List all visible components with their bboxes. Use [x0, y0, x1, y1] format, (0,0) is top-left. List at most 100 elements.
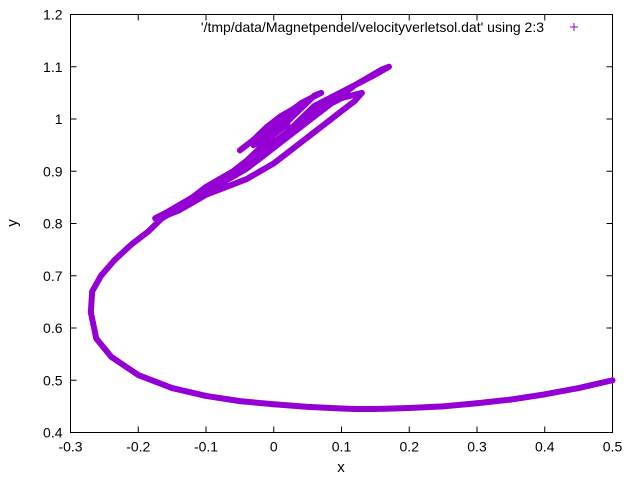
legend: '/tmp/data/Magnetpendel/velocityverletso…: [201, 19, 578, 35]
series-points: [87, 63, 616, 412]
data-point: [372, 405, 379, 412]
data-point: [250, 136, 257, 143]
series-trajectory: [87, 63, 616, 412]
y-tick-label: 0.6: [43, 320, 63, 336]
data-point: [189, 194, 196, 201]
data-point: [97, 272, 104, 279]
data-point: [111, 257, 118, 264]
data-point: [352, 405, 359, 412]
plot-frame: [70, 14, 613, 433]
data-point: [230, 173, 237, 180]
data-point: [474, 400, 480, 407]
x-tick-label: 0: [270, 439, 278, 455]
data-point: [175, 207, 182, 214]
data-point: [236, 398, 243, 405]
data-point: [358, 89, 365, 96]
data-point: [87, 309, 94, 316]
data-point: [284, 110, 291, 117]
data-point: [304, 97, 311, 104]
data-point: [230, 168, 237, 175]
data-point: [338, 108, 345, 115]
y-tick-label: 0.7: [43, 268, 63, 284]
data-point: [406, 404, 413, 411]
data-point: [311, 113, 318, 120]
data-point: [311, 92, 318, 99]
y-axis-label: y: [4, 219, 21, 227]
data-point: [152, 215, 159, 222]
data-point: [270, 121, 277, 128]
data-point: [297, 105, 304, 112]
data-point: [250, 157, 257, 164]
data-point: [291, 110, 298, 117]
data-point: [379, 66, 386, 73]
legend-label: '/tmp/data/Magnetpendel/velocityverletso…: [201, 19, 544, 35]
y-tick-label: 1.1: [43, 59, 63, 75]
data-point: [609, 377, 616, 384]
data-point: [318, 89, 325, 96]
data-point: [277, 136, 284, 143]
data-point: [216, 186, 223, 193]
data-point: [89, 288, 96, 295]
data-point: [541, 391, 548, 398]
data-point: [263, 147, 270, 154]
data-point: [291, 126, 298, 133]
data-point: [270, 160, 277, 167]
data-point: [263, 123, 270, 130]
data-point: [270, 131, 277, 138]
data-point: [297, 139, 304, 146]
data-point: [175, 202, 182, 209]
data-point: [216, 181, 223, 188]
data-point: [93, 335, 100, 342]
data-point: [304, 116, 311, 122]
y-tick-label: 0.9: [43, 163, 63, 179]
data-point: [257, 144, 264, 151]
data-point: [352, 97, 359, 104]
data-point: [277, 121, 284, 128]
data-point: [297, 116, 304, 122]
data-point: [507, 396, 514, 403]
x-tick-label: 0.1: [332, 439, 352, 455]
data-point: [257, 149, 264, 156]
data-point: [304, 403, 311, 410]
data-point: [257, 131, 264, 138]
x-tick-label: -0.1: [194, 439, 218, 455]
data-point: [365, 74, 372, 81]
data-point: [243, 142, 250, 149]
data-point: [277, 113, 284, 120]
data-point: [372, 71, 379, 78]
data-point: [263, 131, 270, 138]
y-tick-label: 0.8: [43, 216, 63, 232]
data-point: [230, 181, 237, 188]
data-point: [243, 176, 250, 183]
x-tick-label: 0.4: [535, 439, 555, 455]
x-axis-ticks: -0.3 -0.2 -0.1 0 0.1 0.2 0.3 0.4 0.5: [58, 14, 623, 455]
data-point: [440, 403, 447, 410]
data-point: [284, 134, 291, 141]
data-point: [203, 183, 209, 190]
y-tick-label: 1: [55, 111, 63, 127]
data-point: [270, 139, 277, 146]
y-axis-ticks: 0.4 0.5 0.6 0.7 0.8 0.9 1 1.1 1.2: [43, 7, 613, 441]
data-point: [297, 100, 304, 107]
data-point: [270, 401, 277, 408]
data-point: [338, 95, 345, 102]
data-point: [311, 129, 318, 136]
data-point: [385, 63, 392, 70]
data-point: [324, 102, 331, 109]
y-tick-label: 0.4: [43, 425, 63, 441]
data-point: [203, 191, 209, 198]
data-point: [291, 105, 298, 112]
y-tick-label: 0.5: [43, 372, 63, 388]
data-point: [145, 228, 152, 235]
data-point: [162, 212, 169, 219]
data-point: [257, 168, 264, 175]
x-axis-label: x: [337, 459, 345, 476]
x-tick-label: 0.5: [603, 439, 623, 455]
data-point: [108, 353, 115, 360]
data-point: [338, 405, 345, 412]
data-point: [324, 118, 331, 125]
legend-marker-icon: [570, 23, 578, 31]
data-point: [189, 199, 196, 206]
data-point: [270, 144, 277, 151]
